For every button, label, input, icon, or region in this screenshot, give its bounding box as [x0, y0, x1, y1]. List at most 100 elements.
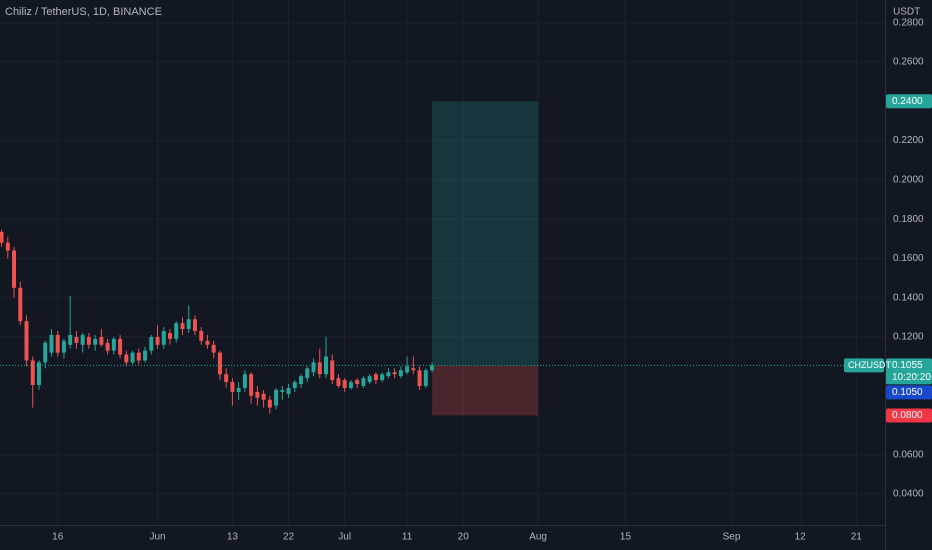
- candle-body: [355, 380, 360, 385]
- candle-body: [361, 378, 366, 386]
- x-tick-label: 11: [402, 532, 413, 543]
- candle-body: [30, 360, 35, 386]
- candle-body: [373, 374, 378, 381]
- symbol-tag-bg: [844, 358, 884, 373]
- candle-body: [149, 336, 154, 351]
- candle-body: [80, 334, 85, 345]
- last-price-label: 0.1055: [892, 360, 923, 371]
- candle-body: [323, 356, 328, 375]
- y-tick-label: 0.2200: [893, 135, 924, 146]
- candle-body: [299, 376, 304, 385]
- candle-body: [74, 336, 79, 343]
- stop-zone: [432, 365, 539, 416]
- candle-body: [36, 362, 41, 386]
- candle-body: [99, 336, 104, 345]
- candle-body: [267, 399, 272, 408]
- candle-body: [405, 366, 410, 373]
- candle-body: [155, 336, 160, 345]
- candle-body: [398, 370, 403, 377]
- x-tick-label: 12: [795, 532, 807, 543]
- candle-body: [330, 360, 335, 381]
- y-tick-label: 0.2600: [893, 57, 924, 68]
- candle-body: [286, 387, 291, 394]
- candle-body: [124, 354, 129, 363]
- candle-body: [380, 374, 385, 381]
- candle-body: [43, 342, 48, 363]
- x-tick-label: 16: [52, 532, 64, 543]
- candle-body: [305, 368, 310, 379]
- candle-body: [12, 250, 17, 288]
- candle-body: [423, 370, 428, 386]
- target-price-label-bg: [886, 94, 932, 109]
- candle-body: [274, 389, 279, 406]
- candle-body: [224, 374, 229, 383]
- candle-body: [311, 362, 316, 373]
- y-tick-label: 0.0400: [893, 489, 924, 500]
- x-tick-label: Sep: [723, 532, 741, 543]
- stop-price-label: 0.0800: [892, 410, 923, 421]
- candle-body: [392, 372, 397, 375]
- candle-body: [93, 338, 98, 345]
- bid-price-label: 0.1050: [892, 387, 923, 398]
- candle-body: [199, 331, 204, 341]
- candle-body: [367, 376, 372, 383]
- candle-body: [430, 365, 435, 371]
- candle-body: [348, 382, 353, 388]
- price-unit: USDT: [893, 7, 920, 18]
- candle-body: [255, 391, 260, 398]
- candle-body: [292, 382, 297, 388]
- x-tick-label: 22: [283, 532, 295, 543]
- candle-body: [174, 323, 179, 339]
- candle-body: [49, 334, 54, 353]
- candle-body: [336, 378, 341, 386]
- y-tick-label: 0.1600: [893, 253, 924, 264]
- candle-body: [261, 393, 266, 400]
- candle-body: [105, 342, 110, 351]
- candle-body: [211, 344, 216, 353]
- stop-price-label-bg: [886, 408, 932, 423]
- candle-body: [249, 374, 254, 396]
- candle-body: [68, 334, 73, 345]
- x-tick-label: 15: [620, 532, 632, 543]
- candle-body: [118, 338, 123, 355]
- countdown: 10:20:20: [892, 372, 931, 383]
- last-price-bg: [886, 358, 932, 385]
- candle-body: [0, 231, 4, 243]
- candle-body: [86, 336, 91, 345]
- y-tick-label: 0.2800: [893, 17, 924, 28]
- candle-body: [61, 340, 66, 353]
- axis-labels: 0.0400 0.0600 0.1200 0.1400 0.1600 0.1800 0.20…: [52, 17, 932, 543]
- candle-body: [411, 368, 416, 371]
- candle-body: [18, 287, 23, 322]
- plot-area: [0, 101, 885, 416]
- candle-body: [280, 389, 285, 392]
- y-tick-label: 0.2000: [893, 174, 924, 185]
- x-tick-label: 21: [851, 532, 863, 543]
- candle-body: [5, 242, 10, 251]
- x-tick-label: 20: [458, 532, 470, 543]
- candle-body: [180, 323, 185, 330]
- candle-body: [55, 334, 60, 353]
- candle-body: [24, 321, 29, 361]
- y-tick-label: 0.0600: [893, 449, 924, 460]
- y-tick-label: 0.1400: [893, 292, 924, 303]
- candle-body: [161, 331, 166, 345]
- x-tick-label: Jun: [149, 532, 165, 543]
- x-tick-label: 13: [227, 532, 239, 543]
- candle-body: [205, 340, 210, 345]
- candle-body: [317, 362, 322, 375]
- x-tick-label: Aug: [529, 532, 547, 543]
- candle-body: [217, 352, 222, 375]
- symbol-tag: CHZUSDT: [848, 360, 891, 370]
- candle-body: [130, 352, 135, 363]
- grid: [0, 0, 885, 525]
- bid-price-label-bg: [886, 385, 932, 400]
- candle-body: [386, 372, 391, 377]
- candle-body: [143, 350, 148, 361]
- chart-title: Chiliz / TetherUS, 1D, BINANCE: [5, 6, 162, 18]
- target-zone: [432, 101, 539, 366]
- candle-body: [136, 352, 141, 361]
- y-tick-label: 0.1800: [893, 214, 924, 225]
- candle-body: [192, 319, 197, 332]
